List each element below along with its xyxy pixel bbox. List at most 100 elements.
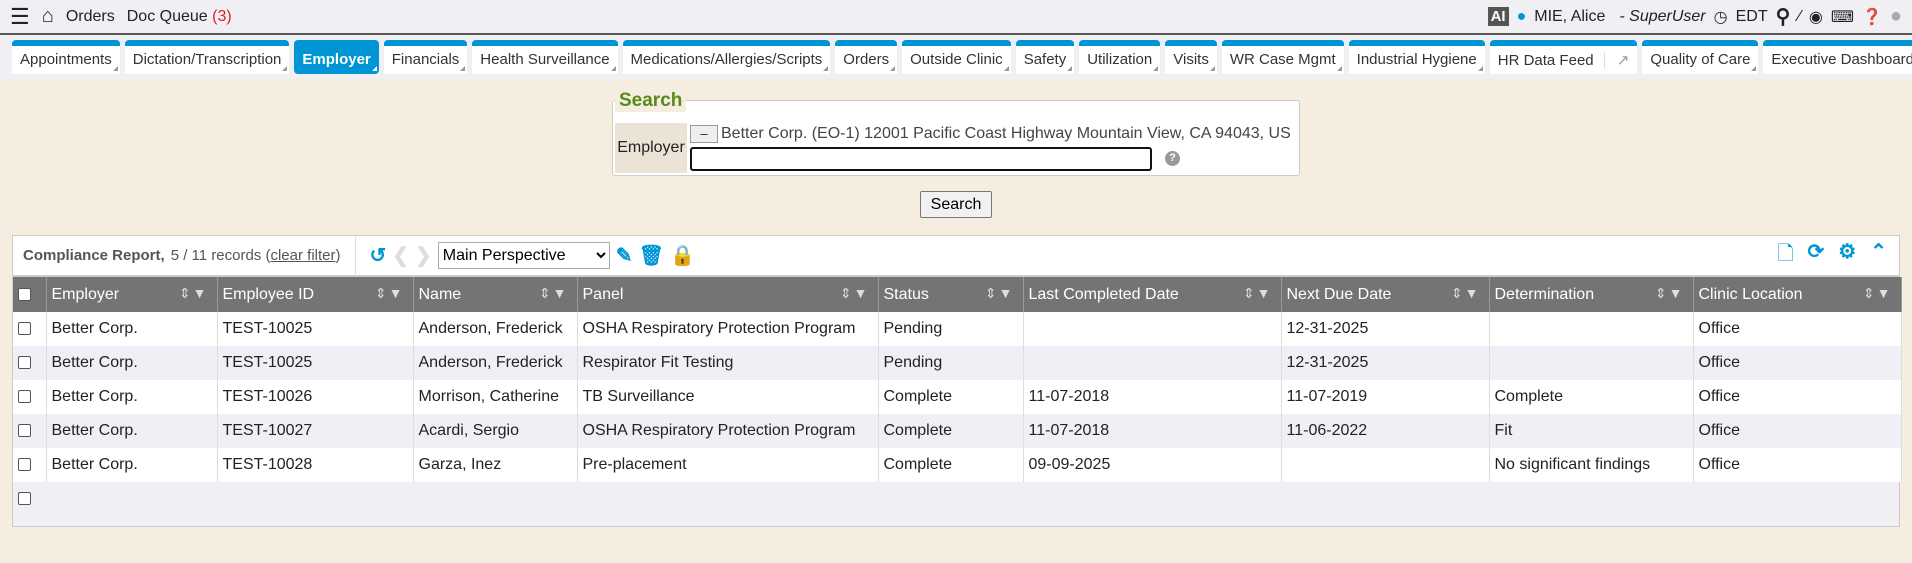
tab-label: Utilization	[1087, 51, 1153, 68]
sort-icon[interactable]: ⇕	[839, 285, 854, 301]
doc-queue-label: Doc Queue	[126, 7, 208, 25]
sort-icon[interactable]: ⇕	[178, 285, 193, 301]
sort-icon[interactable]: ⇕	[538, 285, 553, 301]
edit-icon[interactable]: ✎	[615, 245, 633, 267]
row-checkbox[interactable]	[18, 492, 31, 506]
sort-icon[interactable]: ⇕	[1654, 285, 1669, 301]
sort-icon[interactable]: ⇕	[1242, 285, 1257, 301]
timezone[interactable]: EDT	[1735, 7, 1768, 25]
sort-icon[interactable]: ⇕	[1450, 285, 1465, 301]
column-header-status[interactable]: Status ⇕▼	[878, 277, 1024, 312]
select-all-cell	[13, 277, 47, 312]
tab-visits[interactable]: Visits	[1165, 40, 1217, 74]
tab-hr-data-feed[interactable]: HR Data Feed ↗	[1489, 40, 1638, 74]
column-header-last-completed-date[interactable]: Last Completed Date ⇕▼	[1023, 277, 1282, 312]
column-header-determination[interactable]: Determination ⇕▼	[1489, 277, 1694, 312]
perspective-select[interactable]: Main Perspective	[437, 242, 610, 269]
table-row[interactable]: Better Corp. TEST-10025 Anderson, Frederic…	[13, 312, 1902, 346]
help-icon[interactable]: ❓	[1861, 8, 1882, 26]
search-button[interactable]: Search	[920, 191, 992, 218]
cell-name: Garza, Inez	[413, 448, 578, 482]
undo-icon[interactable]: ↺	[369, 245, 387, 267]
row-checkbox[interactable]	[18, 356, 31, 370]
filter-icon[interactable]: ▼	[1668, 285, 1685, 301]
refresh-icon[interactable]: ⟳	[1807, 240, 1825, 263]
table-row[interactable]: Better Corp. TEST-10028 Garza, Inez Pre-pla…	[13, 448, 1902, 482]
filter-icon[interactable]: ▼	[1256, 285, 1273, 301]
external-link-icon[interactable]: ↗	[1603, 52, 1630, 69]
orders-link[interactable]: Orders	[65, 7, 115, 25]
doc-queue-link[interactable]: Doc Queue (3)	[127, 8, 232, 26]
filter-icon[interactable]: ▼	[853, 285, 870, 301]
trash-icon[interactable]: 🗑	[638, 245, 664, 267]
tab-label: WR Case Mgmt	[1229, 51, 1336, 68]
column-header-next-due-date[interactable]: Next Due Date ⇕▼	[1281, 277, 1490, 312]
gear-icon[interactable]: ⚙	[1838, 240, 1857, 263]
collapse-icon[interactable]: ⌃	[1870, 240, 1887, 263]
cell-determination: No significant findings	[1489, 448, 1694, 482]
prev-icon[interactable]: ❮	[392, 245, 410, 267]
home-icon[interactable]: ⌂	[41, 5, 54, 27]
table-row[interactable]: Better Corp. TEST-10026 Morrison, Catherin…	[13, 380, 1902, 414]
row-checkbox[interactable]	[18, 458, 31, 472]
column-label: Last Completed Date	[1028, 285, 1179, 303]
row-checkbox[interactable]	[18, 322, 31, 336]
new-document-icon[interactable]: 🗋	[1777, 242, 1794, 265]
column-label: Employee ID	[222, 285, 315, 303]
globe-icon[interactable]: ◉	[1808, 8, 1823, 26]
tab-safety[interactable]: Safety	[1015, 40, 1075, 74]
keyboard-icon[interactable]: ⌨	[1830, 8, 1854, 26]
tab-quality-of-care[interactable]: Quality of Care	[1642, 40, 1759, 74]
tab-industrial-hygiene[interactable]: Industrial Hygiene	[1348, 40, 1485, 74]
user-icon: ●	[1516, 7, 1527, 25]
tab-dictation-transcription[interactable]: Dictation/Transcription	[124, 40, 290, 74]
tab-wr-case-mgmt[interactable]: WR Case Mgmt	[1221, 40, 1344, 74]
row-checkbox[interactable]	[18, 390, 31, 404]
search-panel: Search Employer – Better Corp. (EO-1) 12…	[612, 90, 1300, 176]
column-header-clinic-location[interactable]: Clinic Location ⇕▼	[1693, 277, 1902, 312]
cell-employer: Better Corp.	[46, 448, 218, 482]
tab-financials[interactable]: Financials	[383, 40, 468, 74]
tab-label: Dictation/Transcription	[132, 51, 282, 68]
employer-search-input[interactable]	[690, 147, 1152, 171]
hamburger-menu-icon[interactable]: ☰	[10, 3, 30, 29]
sort-icon[interactable]: ⇕	[1862, 285, 1877, 301]
user-name[interactable]: MIE, Alice	[1534, 7, 1606, 25]
cell-clinic-location: Office	[1693, 380, 1902, 414]
table-row[interactable]: Better Corp. TEST-10027 Acardi, Sergio OSHA…	[13, 414, 1902, 448]
table-row[interactable]: Better Corp. TEST-10025 Anderson, Frederic…	[13, 346, 1902, 380]
next-icon[interactable]: ❯	[415, 245, 432, 267]
magic-wand-icon[interactable]: ⁄	[1798, 7, 1801, 25]
filter-icon[interactable]: ▼	[192, 285, 209, 301]
column-header-employee-id[interactable]: Employee ID ⇕▼	[217, 277, 414, 312]
lock-icon[interactable]: 🔒	[669, 245, 695, 267]
filter-icon[interactable]: ▼	[998, 285, 1015, 301]
remove-employer-button[interactable]: –	[690, 125, 718, 143]
clear-filter-link[interactable]: clear filter	[270, 247, 336, 264]
tab-utilization[interactable]: Utilization	[1079, 40, 1161, 74]
tab-executive-dashboard[interactable]: Executive Dashboard	[1763, 40, 1912, 74]
filter-icon[interactable]: ▼	[552, 285, 569, 301]
filter-icon[interactable]: ▼	[1464, 285, 1481, 301]
report-title: Compliance Report,	[23, 247, 165, 264]
ai-button[interactable]: AI	[1487, 7, 1509, 26]
row-checkbox[interactable]	[18, 424, 31, 438]
help-icon[interactable]: ?	[1165, 151, 1180, 166]
cell-status: Complete	[878, 448, 1024, 482]
filter-icon[interactable]: ▼	[1876, 285, 1893, 301]
tab-orders[interactable]: Orders	[835, 40, 898, 74]
tab-appointments[interactable]: Appointments	[12, 40, 120, 74]
sort-icon[interactable]: ⇕	[984, 285, 999, 301]
search-icon[interactable]: ⚲	[1775, 6, 1791, 28]
tab-outside-clinic[interactable]: Outside Clinic	[902, 40, 1011, 74]
tab-medications-allergies-scripts[interactable]: Medications/Allergies/Scripts	[622, 40, 831, 74]
filter-icon[interactable]: ▼	[388, 285, 405, 301]
column-header-name[interactable]: Name ⇕▼	[413, 277, 578, 312]
sort-icon[interactable]: ⇕	[374, 285, 389, 301]
tab-health-surveillance[interactable]: Health Surveillance	[472, 40, 618, 74]
tab-employer[interactable]: Employer	[294, 40, 379, 74]
select-all-checkbox[interactable]	[18, 287, 31, 301]
column-header-employer[interactable]: Employer ⇕▼	[46, 277, 218, 312]
cell-employee-id: TEST-10025	[217, 312, 414, 346]
column-header-panel[interactable]: Panel ⇕▼	[577, 277, 879, 312]
